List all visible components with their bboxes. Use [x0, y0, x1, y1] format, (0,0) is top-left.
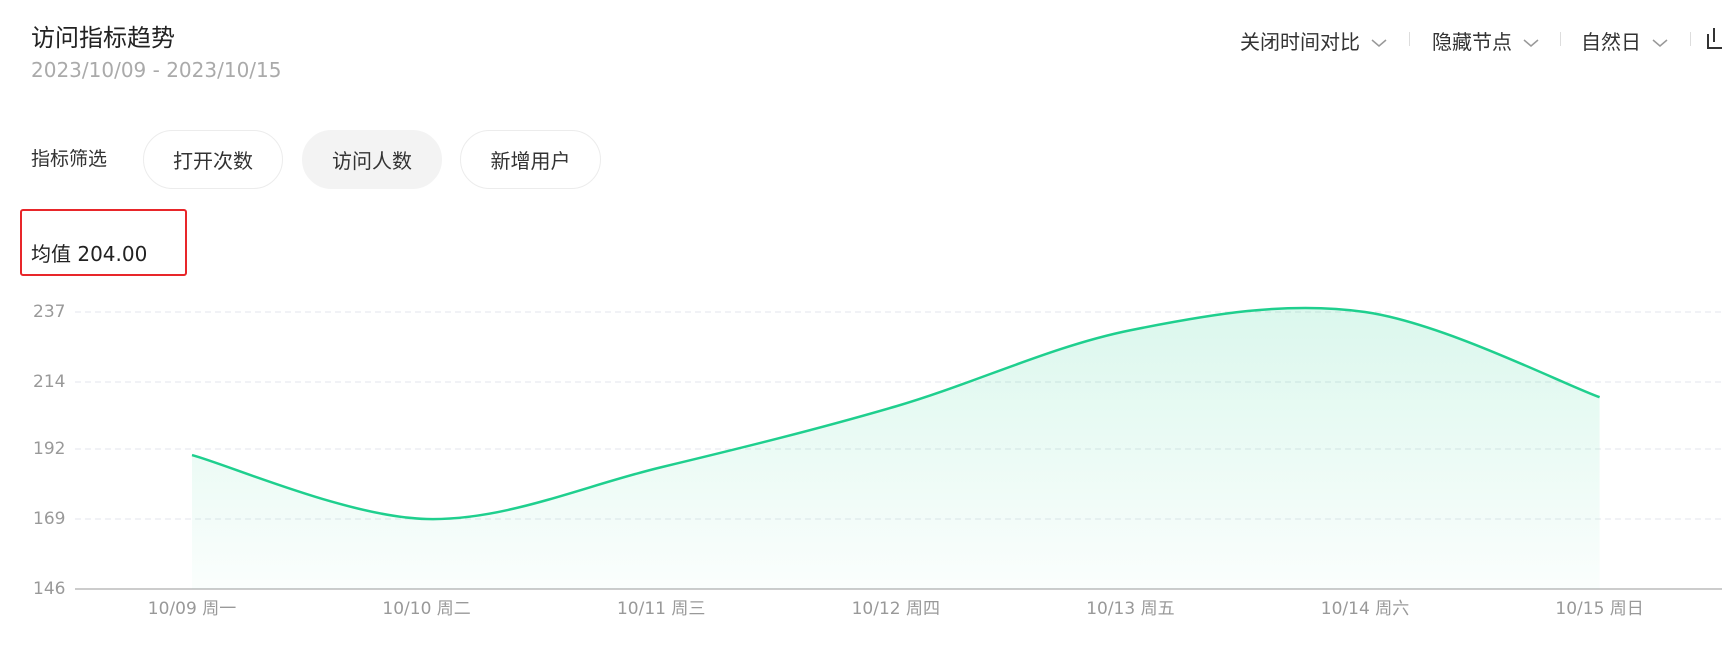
divider: [1560, 32, 1561, 46]
y-tick-label: 169: [33, 509, 65, 529]
x-tick-label: 10/12 周四: [852, 599, 940, 619]
filter-option[interactable]: 访问人数: [302, 130, 442, 189]
highlight-box: [20, 209, 187, 276]
x-tick-label: 10/09 周一: [148, 599, 236, 619]
y-tick-label: 237: [33, 302, 65, 322]
filter-option[interactable]: 新增用户: [460, 130, 601, 189]
chevron: [1371, 39, 1387, 47]
area: [192, 307, 1600, 589]
mean-label: 均值: [31, 242, 71, 266]
y-tick-label: 192: [33, 439, 65, 459]
y-tick-label: 214: [33, 372, 65, 392]
control-label: 关闭时间对比: [1240, 30, 1360, 54]
mean: 均值 204.00: [31, 238, 147, 267]
x-tick-label: 10/14 周六: [1321, 599, 1409, 619]
date-range: 2023/10/09 - 2023/10/15: [31, 58, 282, 82]
x-tick-label: 10/10 周二: [382, 599, 470, 619]
divider: [1409, 32, 1410, 46]
filter-option[interactable]: 打开次数: [143, 130, 283, 189]
node-toggle[interactable]: 隐藏节点: [1432, 26, 1540, 55]
chevron: [1652, 39, 1668, 47]
x-tick-label: 10/13 周五: [1086, 599, 1174, 619]
title: 访问指标趋势: [31, 24, 175, 52]
divider: [1690, 32, 1691, 46]
x-tick-label: 10/11 周三: [617, 599, 705, 619]
control-label: 隐藏节点: [1432, 30, 1512, 54]
period-select[interactable]: 自然日: [1581, 26, 1669, 55]
compare-toggle[interactable]: 关闭时间对比: [1240, 26, 1388, 55]
y-tick-label: 146: [33, 579, 65, 599]
x-tick-label: 10/15 周日: [1555, 599, 1643, 619]
mean-value: 204.00: [77, 242, 148, 266]
control-label: 自然日: [1581, 30, 1641, 54]
chart: 146 169 192 214 237 10/09 周一 10/10 周二 10/11 周三 1…: [33, 302, 1722, 619]
chevron: [1523, 39, 1539, 47]
line: [191, 306, 1601, 521]
export-icon[interactable]: [1706, 26, 1722, 52]
filter-label: 指标筛选: [31, 148, 108, 170]
